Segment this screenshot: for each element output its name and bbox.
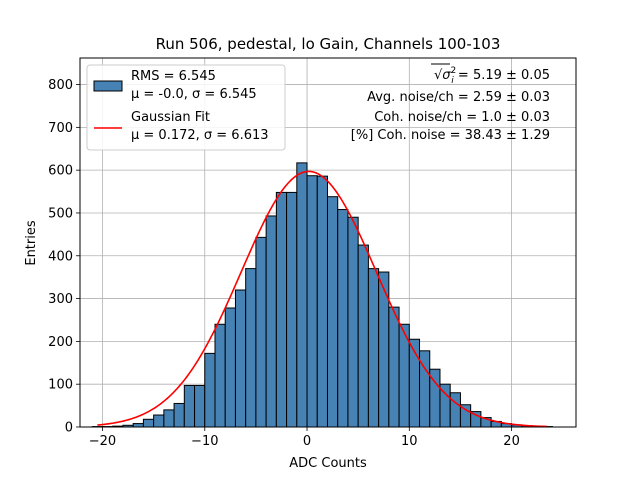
histogram-bar xyxy=(153,414,165,428)
legend-histogram-line-2: μ = -0.0, σ = 6.545 xyxy=(131,87,257,102)
histogram-bar xyxy=(347,216,359,428)
sigma-superscript: 2 xyxy=(451,66,457,76)
histogram-bar xyxy=(449,392,461,428)
histogram-bar xyxy=(132,423,144,428)
histogram-bar xyxy=(224,307,236,428)
x-tick-label: 0 xyxy=(303,434,311,449)
histogram-bar xyxy=(265,215,277,428)
histogram-bar xyxy=(194,384,206,428)
annotation-sigma: √σ2 i = 5.19 ± 0.05 xyxy=(434,66,550,86)
legend-fit-line-1: Gaussian Fit xyxy=(131,110,210,125)
y-tick-label: 400 xyxy=(48,249,73,264)
histogram-bar xyxy=(142,418,155,428)
x-tick-label: −20 xyxy=(89,434,116,449)
histogram-bar xyxy=(306,175,318,428)
legend-histogram-line-1: RMS = 6.545 xyxy=(131,69,216,84)
y-tick-label: 500 xyxy=(48,206,73,221)
histogram-bar xyxy=(388,306,400,428)
x-tick-label: −10 xyxy=(191,434,218,449)
histogram-bar xyxy=(204,352,216,428)
histogram-bar xyxy=(183,384,196,428)
histogram-bar xyxy=(214,323,226,428)
annotation-avg-noise: Avg. noise/ch = 2.59 ± 0.03 xyxy=(367,90,550,105)
histogram-bar xyxy=(234,289,247,428)
y-tick-label: 300 xyxy=(48,292,73,307)
histogram-bar xyxy=(316,175,328,428)
y-tick-label: 700 xyxy=(48,121,73,136)
histogram-bar xyxy=(357,244,369,428)
y-tick-label: 600 xyxy=(48,164,73,179)
sigma-symbol: σ xyxy=(442,68,451,83)
annotation-coh-noise: Coh. noise/ch = 1.0 ± 0.03 xyxy=(374,110,550,125)
y-tick-label: 100 xyxy=(48,378,73,393)
histogram-bar xyxy=(163,409,175,428)
chart-title: Run 506, pedestal, lo Gain, Channels 100… xyxy=(156,35,501,53)
histogram-bar xyxy=(255,236,267,428)
histogram-bar xyxy=(326,196,339,428)
histogram-bar xyxy=(173,402,185,428)
sigma-subscript: i xyxy=(451,76,454,86)
histogram-bar xyxy=(337,209,349,428)
histogram-bar xyxy=(275,191,288,428)
legend-histogram-swatch xyxy=(93,80,123,92)
legend-fit-line-2: μ = 0.172, σ = 6.613 xyxy=(131,128,269,143)
x-tick-label: 20 xyxy=(503,434,520,449)
sqrt-sign: √ xyxy=(434,68,443,83)
legend-box xyxy=(86,64,286,151)
y-tick-label: 0 xyxy=(65,421,73,436)
gaussian-fit-curve xyxy=(97,170,548,428)
plot-frame xyxy=(79,57,577,428)
y-tick-label: 800 xyxy=(48,78,73,93)
y-tick-label: 200 xyxy=(48,335,73,350)
histogram-bar xyxy=(296,162,308,428)
noise-annotations: √σ2 i = 5.19 ± 0.05 Avg. noise/ch = 2.59 … xyxy=(351,63,550,143)
histogram-bar xyxy=(367,268,380,428)
annotation-coh-noise-percent: [%] Coh. noise = 38.43 ± 1.29 xyxy=(351,128,550,143)
x-tick-label: 10 xyxy=(401,434,418,449)
x-axis-label: ADC Counts xyxy=(289,456,367,471)
legend: RMS = 6.545 μ = -0.0, σ = 6.545 Gaussian… xyxy=(86,64,286,151)
sigma-value: = 5.19 ± 0.05 xyxy=(454,68,550,83)
histogram-bar xyxy=(245,268,257,428)
histogram-bar xyxy=(286,191,298,428)
y-axis-label: Entries xyxy=(24,220,39,266)
